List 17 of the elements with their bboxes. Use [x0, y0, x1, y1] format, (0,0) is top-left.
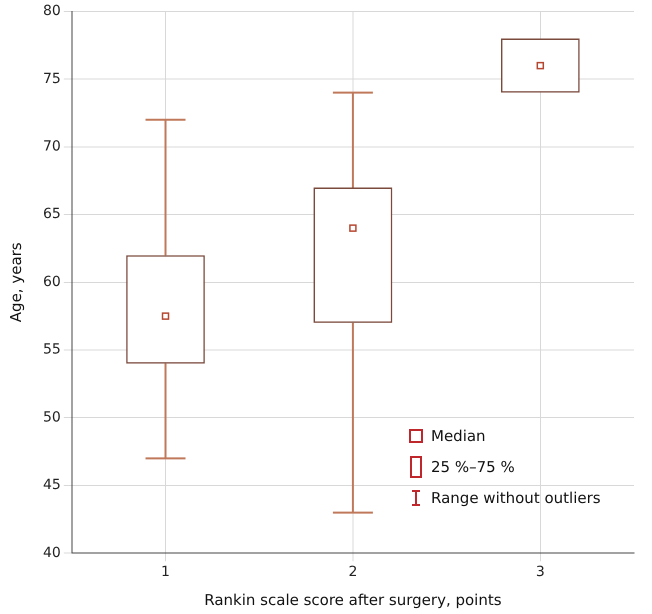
y-tick-label: 75: [42, 70, 61, 87]
x-tick-label: 1: [161, 564, 170, 580]
y-tick-label: 70: [42, 138, 61, 154]
y-axis-title: Age, years: [6, 242, 25, 322]
y-tick-label: 40: [42, 544, 61, 561]
x-tick-label: 3: [536, 564, 545, 580]
annotation: Median: [431, 426, 486, 444]
y-tick-label: 65: [42, 206, 61, 222]
y-tick-label: 55: [42, 342, 61, 358]
x-axis-title: Rankin scale score after surgery, points: [204, 590, 502, 609]
x-tick-label: 2: [348, 564, 358, 580]
y-tick-label: 60: [42, 274, 61, 290]
annotation: 25 %–75 %: [431, 458, 515, 476]
y-tick-label: 50: [42, 409, 61, 426]
annotation: Range without outliers: [431, 488, 601, 506]
y-tick-label: 80: [42, 3, 61, 20]
y-tick-label: 45: [42, 477, 61, 494]
